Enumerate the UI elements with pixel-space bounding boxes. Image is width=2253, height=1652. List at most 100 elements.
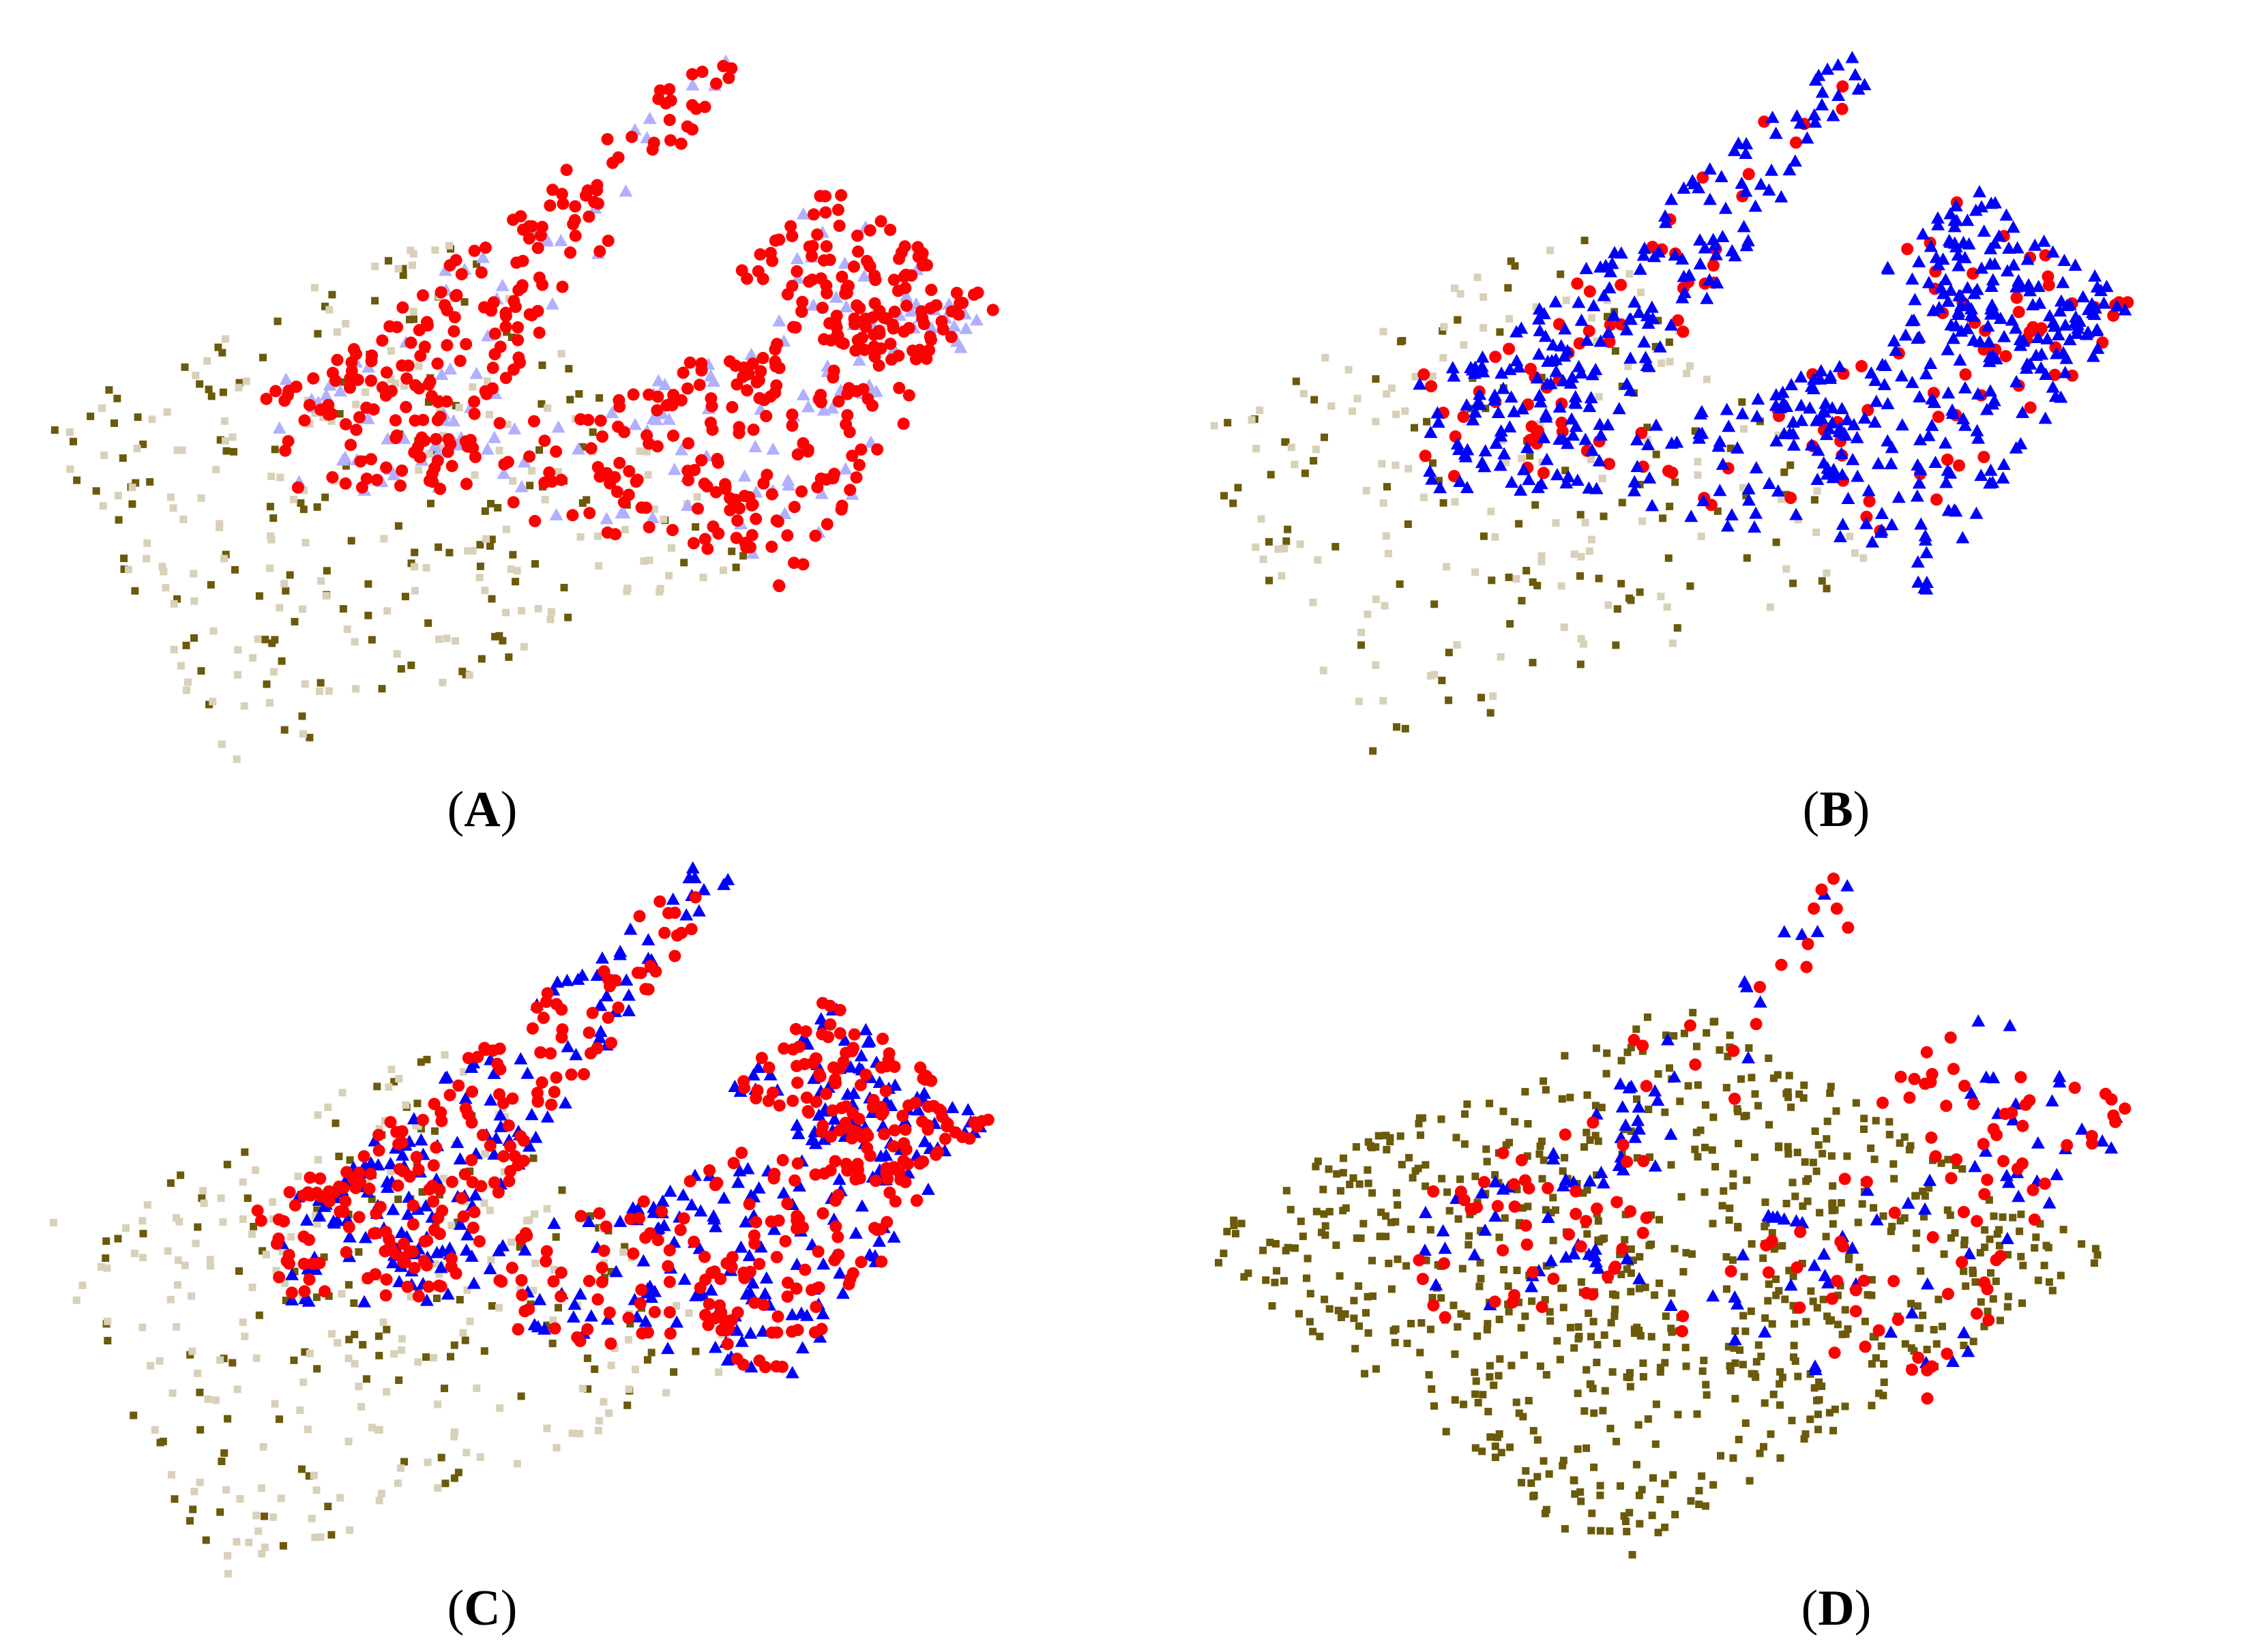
point-square-beige	[299, 605, 307, 613]
point-triangle-blue	[833, 1266, 847, 1279]
point-square-beige	[380, 535, 388, 543]
point-square-olive	[1437, 1294, 1445, 1302]
point-triangle-blue	[1445, 361, 1460, 374]
point-circle-red	[683, 1175, 696, 1188]
point-square-olive	[1518, 597, 1526, 605]
point-circle-red	[789, 1022, 802, 1035]
point-square-olive	[1265, 537, 1273, 546]
point-square-olive	[1350, 1297, 1358, 1305]
point-circle-red	[1573, 337, 1586, 350]
point-circle-red	[531, 241, 544, 254]
point-square-beige	[362, 388, 370, 396]
point-triangle-blue	[1925, 418, 1939, 431]
point-circle-red	[693, 379, 706, 392]
point-square-olive	[1693, 1410, 1701, 1418]
point-circle-red	[807, 208, 820, 221]
point-square-beige	[222, 1486, 231, 1494]
point-circle-red	[664, 134, 677, 147]
point-triangle-blue	[1958, 418, 1972, 431]
point-triangle-faint-blue	[487, 430, 501, 443]
point-square-olive	[1357, 1234, 1365, 1242]
point-circle-red	[803, 275, 816, 288]
point-circle-red	[826, 1104, 839, 1117]
point-circle-red	[819, 190, 831, 203]
point-circle-red	[360, 401, 373, 414]
point-square-beige	[200, 1199, 208, 1207]
point-triangle-blue	[1458, 449, 1473, 462]
point-triangle-blue	[454, 1218, 468, 1230]
point-circle-red	[586, 1007, 599, 1020]
point-circle-red	[844, 1273, 857, 1286]
point-circle-red	[1793, 1301, 1806, 1314]
point-circle-red	[651, 1234, 664, 1247]
point-square-olive	[1740, 1273, 1748, 1281]
point-square-beige	[1577, 635, 1585, 643]
point-square-olive	[1460, 1140, 1469, 1148]
point-square-beige	[553, 1444, 561, 1451]
point-circle-red	[703, 1297, 716, 1310]
point-square-olive	[1533, 1436, 1542, 1444]
point-triangle-faint-blue	[658, 377, 672, 390]
point-circle-red	[1945, 1172, 1958, 1185]
point-circle-red	[1477, 1176, 1490, 1189]
point-square-olive	[351, 1331, 359, 1338]
point-triangle-blue	[677, 1272, 692, 1285]
point-triangle-blue	[785, 1366, 799, 1378]
point-square-olive	[390, 1078, 398, 1086]
point-circle-red	[1754, 981, 1766, 994]
point-circle-red	[850, 471, 863, 484]
point-square-beige	[1479, 293, 1488, 301]
point-circle-red	[687, 537, 700, 550]
point-triangle-blue	[1632, 1122, 1647, 1135]
point-circle-red	[731, 1353, 743, 1366]
point-circle-red	[1677, 325, 1690, 338]
point-square-olive	[1651, 342, 1660, 351]
point-square-olive	[1827, 1082, 1835, 1091]
point-square-olive	[1495, 1233, 1503, 1241]
point-triangle-blue	[1468, 360, 1482, 373]
point-circle-red	[1640, 1080, 1653, 1093]
point-circle-red	[1801, 938, 1814, 951]
point-circle-red	[1537, 467, 1550, 480]
point-circle-red	[752, 374, 765, 387]
point-square-beige	[431, 246, 439, 254]
point-square-beige	[314, 1111, 322, 1119]
point-square-beige	[188, 1292, 196, 1300]
point-triangle-blue	[1530, 371, 1544, 384]
point-triangle-blue	[911, 1103, 925, 1116]
point-square-olive	[1529, 1427, 1537, 1435]
point-square-olive	[1778, 1242, 1786, 1250]
point-square-olive	[1635, 1327, 1643, 1335]
point-circle-red	[435, 1106, 447, 1119]
point-square-beige	[1401, 407, 1409, 415]
point-triangle-blue	[2058, 318, 2072, 331]
point-circle-red	[1953, 459, 1965, 472]
point-square-olive	[1526, 452, 1534, 460]
point-circle-red	[1859, 1340, 1872, 1353]
point-circle-red	[396, 301, 409, 314]
point-square-olive	[1822, 1233, 1830, 1241]
point-circle-red	[913, 344, 926, 357]
point-circle-red	[786, 408, 799, 421]
point-square-olive	[1518, 1479, 1525, 1487]
point-triangle-blue	[1789, 507, 1803, 520]
point-square-olive	[297, 499, 305, 507]
point-square-beige	[465, 671, 473, 679]
point-square-olive	[1877, 1342, 1885, 1350]
point-triangle-blue	[1436, 1224, 1450, 1237]
point-triangle-blue	[1921, 276, 1936, 289]
point-circle-red	[394, 480, 407, 492]
point-square-olive	[255, 1311, 263, 1319]
point-circle-red	[473, 1235, 486, 1248]
point-triangle-blue	[1533, 395, 1548, 408]
point-square-beige	[385, 1083, 393, 1091]
point-triangle-blue	[1751, 392, 1765, 405]
caption-d: (D)	[1700, 1583, 1973, 1634]
point-circle-red	[1640, 1211, 1653, 1224]
point-triangle-faint-blue	[333, 384, 347, 397]
point-square-beige	[447, 1222, 456, 1230]
point-square-olive	[1552, 1206, 1559, 1214]
point-square-olive	[1811, 1127, 1819, 1135]
point-circle-red	[699, 1309, 711, 1321]
point-circle-red	[435, 286, 447, 299]
